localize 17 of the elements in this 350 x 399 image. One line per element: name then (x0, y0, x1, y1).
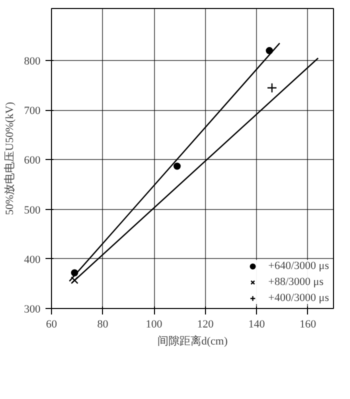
y-axis-title: 50%放电电压U50%(kV) (3, 102, 16, 216)
y-tick-label: 300 (24, 304, 41, 316)
x-tick-label: 160 (300, 318, 317, 330)
y-tick-label: 400 (24, 254, 41, 266)
legend-label: +640/3000 μs (268, 260, 329, 272)
y-tick-label: 500 (24, 204, 41, 216)
y-tick-label: 800 (24, 56, 41, 68)
x-tick-label: 140 (248, 318, 266, 330)
y-tick-label: 700 (24, 105, 41, 118)
legend-label: +88/3000 μs (268, 276, 324, 288)
x-tick-label: 80 (97, 318, 109, 330)
legend-label: +400/3000 μs (268, 292, 329, 304)
x-tick-label: 60 (46, 318, 58, 330)
y-tick-label: 600 (24, 154, 41, 167)
x-tick-label: 100 (146, 318, 163, 330)
x-tick-label: 120 (197, 318, 214, 330)
x-axis-title: 间隙距离d(cm) (157, 334, 228, 348)
